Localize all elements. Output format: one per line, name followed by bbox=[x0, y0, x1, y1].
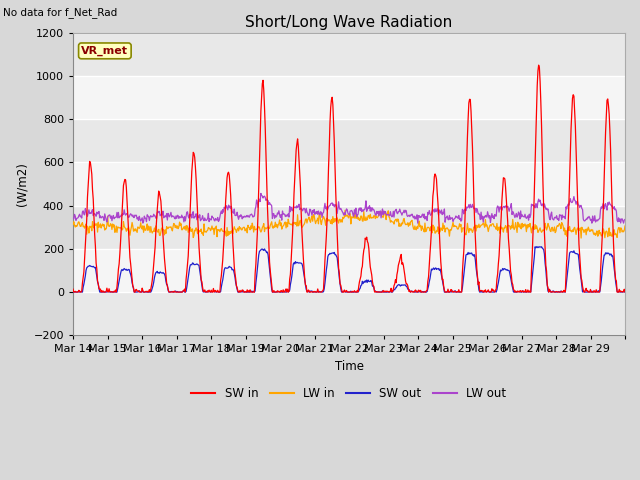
Bar bbox=[73, 205, 625, 249]
Bar bbox=[73, 162, 625, 205]
Bar bbox=[73, 33, 625, 76]
Bar bbox=[73, 249, 625, 292]
Text: VR_met: VR_met bbox=[81, 46, 129, 56]
X-axis label: Time: Time bbox=[335, 360, 364, 373]
Title: Short/Long Wave Radiation: Short/Long Wave Radiation bbox=[245, 15, 452, 30]
Text: No data for f_Net_Rad: No data for f_Net_Rad bbox=[3, 7, 118, 18]
Bar bbox=[73, 76, 625, 119]
Bar bbox=[73, 119, 625, 162]
Y-axis label: (W/m2): (W/m2) bbox=[15, 162, 28, 206]
Bar bbox=[73, 292, 625, 336]
Legend: SW in, LW in, SW out, LW out: SW in, LW in, SW out, LW out bbox=[187, 383, 511, 405]
